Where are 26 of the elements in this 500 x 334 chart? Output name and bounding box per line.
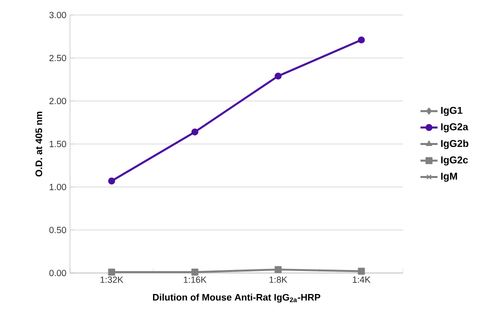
y-tick-label: 2.50: [49, 54, 66, 62]
point: [108, 268, 116, 276]
point: [191, 268, 198, 276]
x-tick-label: 1:32K: [100, 276, 124, 283]
y-tick-label: 3.00: [49, 12, 66, 18]
legend-label: IgG2b: [441, 140, 468, 150]
y-axis-title: O.D. at 405 nm: [35, 112, 42, 176]
x-tick-label: 1:16K: [184, 276, 206, 283]
legend-label: IgG2a: [441, 123, 468, 132]
x-tick-label: 1:8K: [270, 276, 288, 283]
point: [358, 268, 365, 275]
point: [108, 177, 116, 184]
y-tick-label: 0.00: [49, 270, 66, 276]
point: [358, 36, 365, 44]
point: [274, 266, 282, 274]
point: [191, 128, 198, 136]
x-tick-label: 1:4K: [352, 276, 370, 283]
legend-label: IgG1: [441, 106, 462, 116]
legend-label: IgG2c: [441, 156, 468, 166]
legend-label: IgM: [441, 172, 457, 182]
y-tick-label: 1.50: [50, 140, 66, 148]
y-tick-label: 2.00: [49, 98, 66, 104]
y-tick-label: 1.00: [50, 184, 66, 190]
point: [274, 72, 282, 80]
x-axis-title: Dilution of Mouse Anti-Rat IgG$_{2a}$-HRP: [153, 294, 320, 303]
y-tick-label: 0.50: [49, 226, 66, 234]
